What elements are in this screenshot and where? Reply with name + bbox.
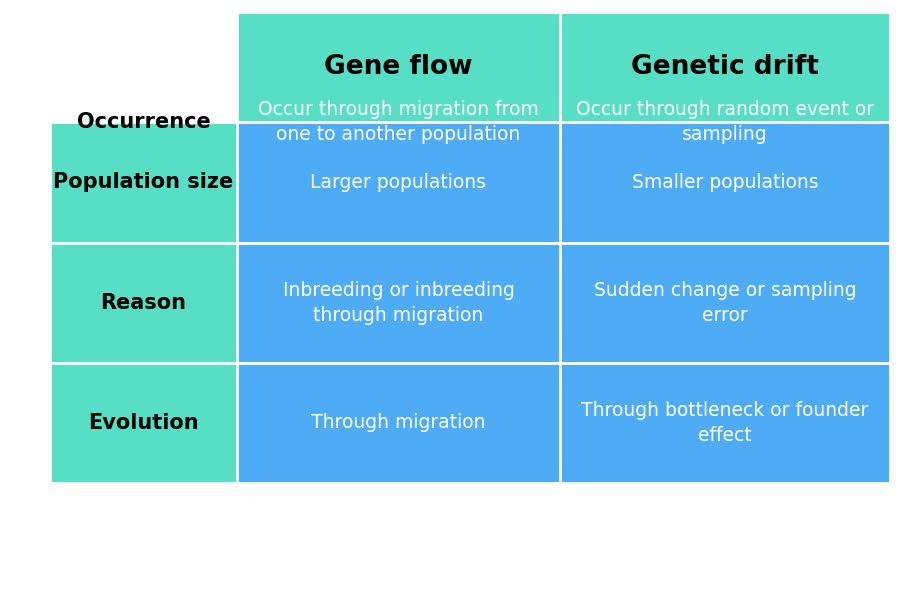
Bar <box>237 363 560 483</box>
Bar <box>560 363 890 483</box>
Text: Inbreeding or inbreeding
through migration: Inbreeding or inbreeding through migrati… <box>283 281 515 325</box>
Bar <box>50 363 237 483</box>
Text: Population size: Population size <box>53 173 234 193</box>
Bar <box>237 122 560 243</box>
Text: Smaller populations: Smaller populations <box>631 173 818 192</box>
Bar <box>50 243 237 363</box>
Text: Through bottleneck or founder
effect: Through bottleneck or founder effect <box>582 401 869 445</box>
Bar <box>560 12 890 122</box>
Text: Through migration: Through migration <box>312 413 486 433</box>
Bar <box>237 243 560 363</box>
Text: Occur through migration from
one to another population: Occur through migration from one to anot… <box>258 100 539 145</box>
Text: Reason: Reason <box>101 293 187 313</box>
Bar <box>237 12 560 122</box>
Bar <box>560 243 890 363</box>
Bar <box>560 122 890 243</box>
Text: Occur through random event or
sampling: Occur through random event or sampling <box>576 100 874 145</box>
Text: Occurrence: Occurrence <box>77 112 210 132</box>
Bar <box>50 122 237 243</box>
Text: Larger populations: Larger populations <box>311 173 487 192</box>
Text: Evolution: Evolution <box>88 413 198 433</box>
Text: Sudden change or sampling
error: Sudden change or sampling error <box>593 281 856 325</box>
Text: Genetic drift: Genetic drift <box>631 54 819 80</box>
Text: Gene flow: Gene flow <box>324 54 473 80</box>
